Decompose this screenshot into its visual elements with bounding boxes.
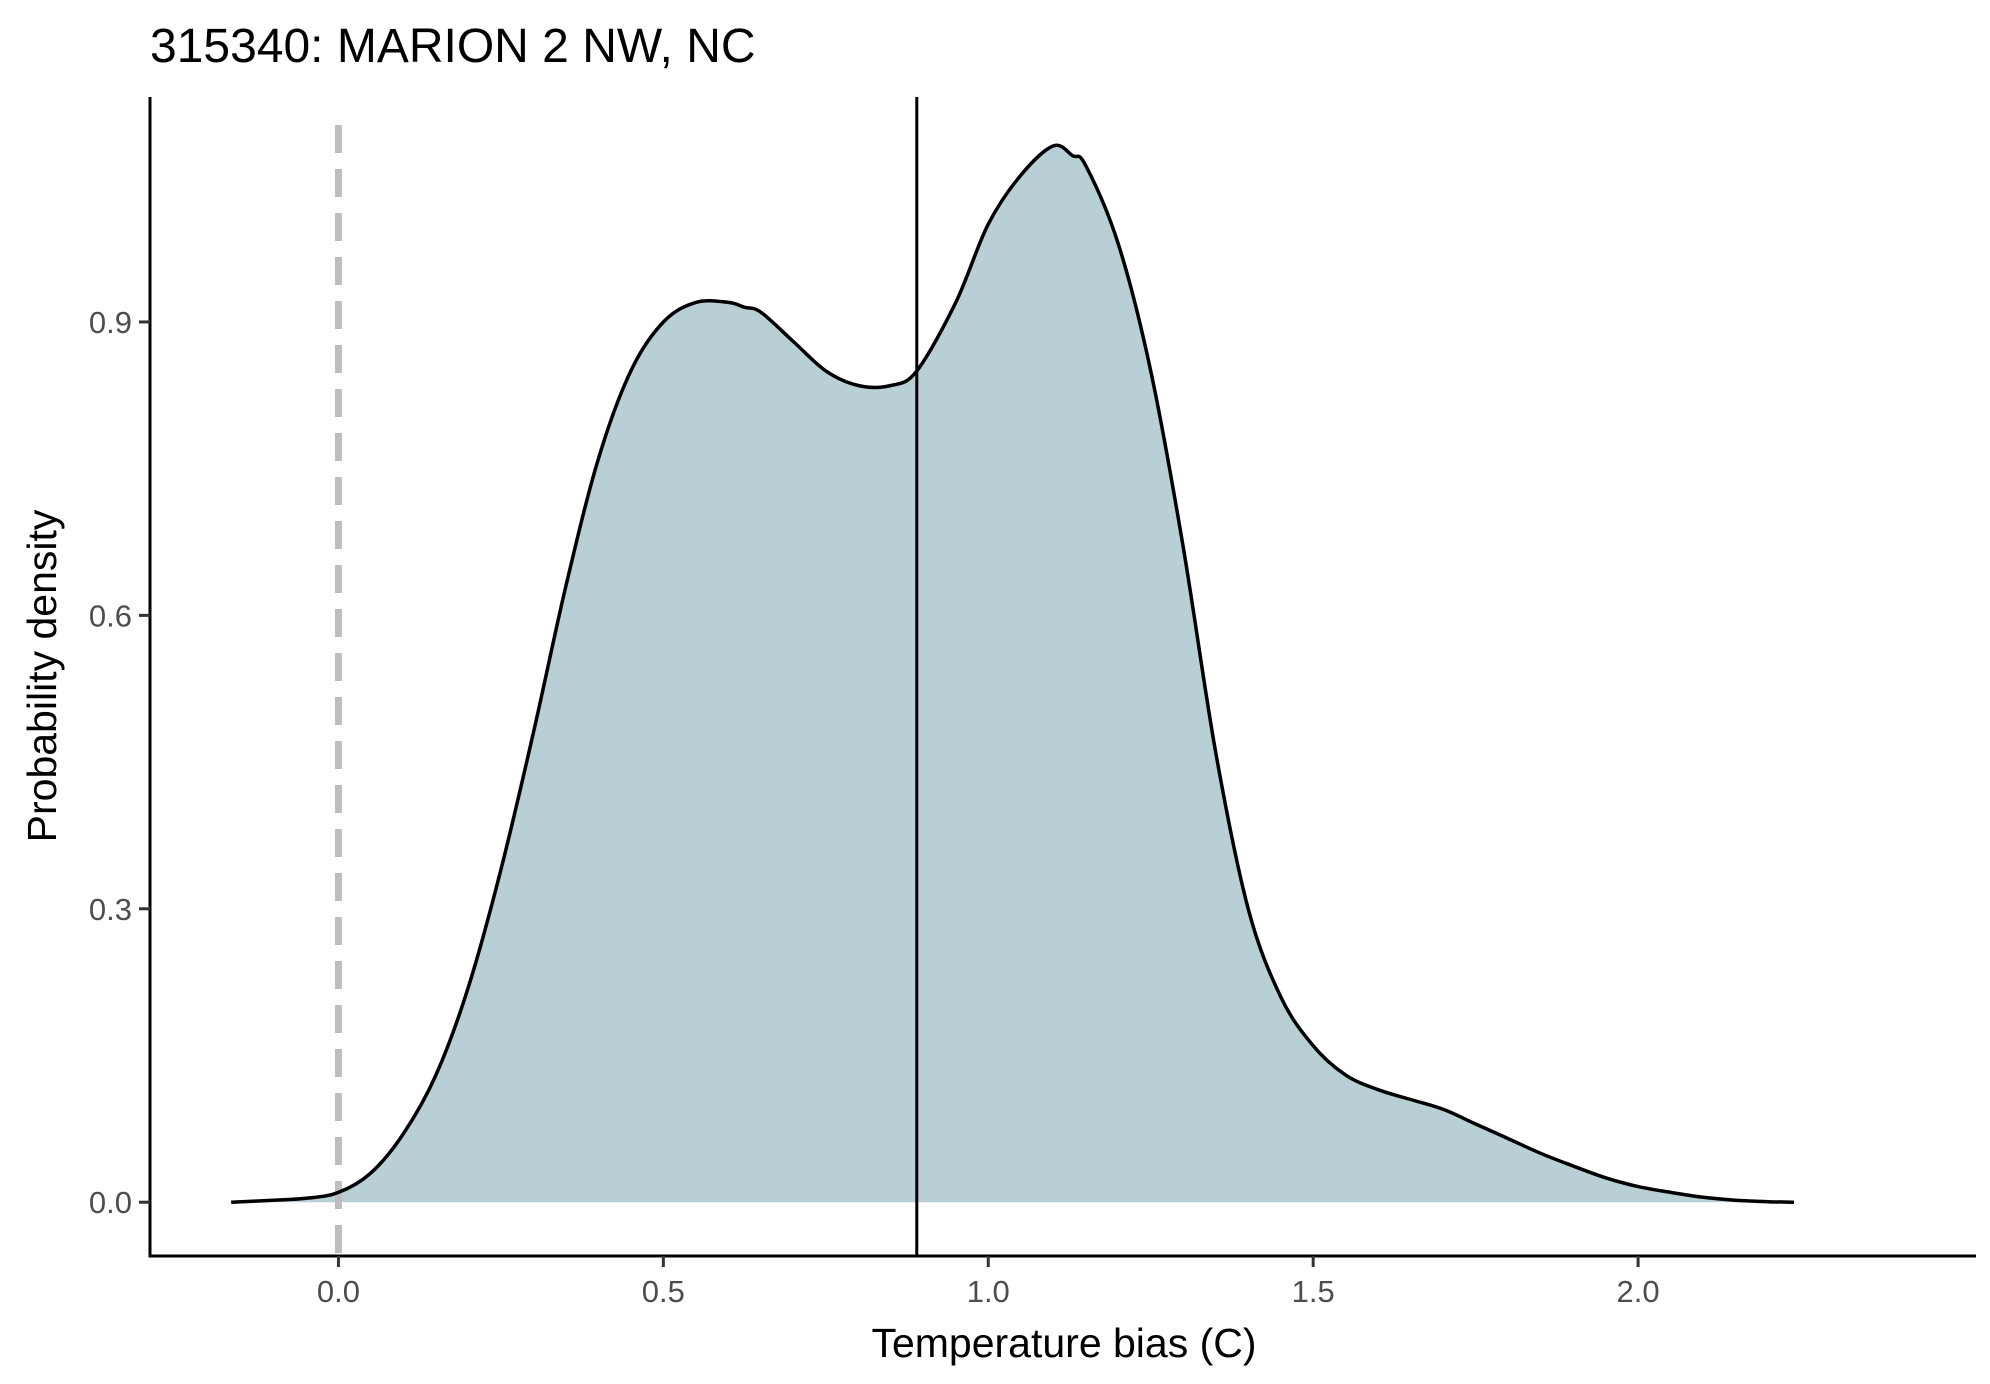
y-tick-label: 0.9 xyxy=(89,305,132,340)
y-ticks: 0.0 0.3 0.6 0.9 xyxy=(89,305,150,1220)
axes: 0.0 0.5 1.0 1.5 2.0 0.0 0.3 0.6 0.9 xyxy=(89,97,1976,1309)
y-tick-label: 0.0 xyxy=(89,1185,132,1220)
y-tick-label: 0.3 xyxy=(89,892,132,927)
y-axis-title: Probability density xyxy=(19,509,65,842)
x-tick-label: 2.0 xyxy=(1617,1274,1660,1309)
x-tick-label: 1.5 xyxy=(1292,1274,1335,1309)
x-tick-label: 0.0 xyxy=(317,1274,360,1309)
x-tick-label: 0.5 xyxy=(642,1274,685,1309)
x-ticks: 0.0 0.5 1.0 1.5 2.0 xyxy=(317,1256,1660,1309)
density-area xyxy=(231,145,1795,1203)
x-tick-label: 1.0 xyxy=(967,1274,1010,1309)
plot-layer xyxy=(231,97,1795,1256)
x-axis-title: Temperature bias (C) xyxy=(871,1320,1256,1366)
chart-title: 315340: MARION 2 NW, NC xyxy=(150,20,756,73)
y-tick-label: 0.6 xyxy=(89,598,132,633)
density-curve xyxy=(231,143,1795,1204)
